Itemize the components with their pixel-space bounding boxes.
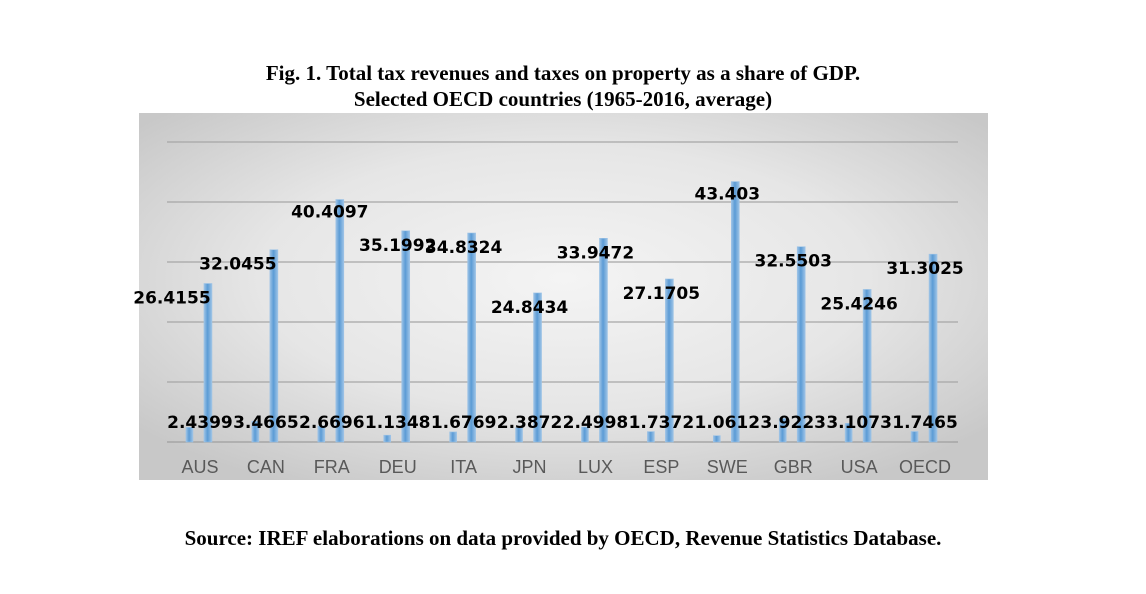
x-tick-usa: USA xyxy=(841,457,878,477)
bar-property-can xyxy=(251,420,260,443)
bar-total-esp xyxy=(665,278,674,443)
data-label-property-fra: 2.6696 xyxy=(299,413,365,433)
bar-total-fra xyxy=(335,199,345,443)
data-label-total-jpn: 24.8434 xyxy=(491,298,569,318)
bar-total-ita xyxy=(467,232,476,443)
data-label-property-deu: 1.1348 xyxy=(365,413,431,433)
bar-total-lux xyxy=(599,238,608,443)
bar-total-swe xyxy=(730,181,740,443)
data-label-total-fra: 40.4097 xyxy=(291,203,368,223)
bar-property-aus xyxy=(185,427,194,443)
bar-total-oecd xyxy=(928,253,938,443)
data-label-property-can: 3.4665 xyxy=(233,413,299,433)
x-tick-esp: ESP xyxy=(643,457,679,477)
data-label-total-esp: 27.1705 xyxy=(623,284,700,304)
data-label-property-jpn: 2.3872 xyxy=(497,413,563,433)
data-label-total-usa: 25.4246 xyxy=(820,294,897,314)
data-label-property-gbr: 3.9223 xyxy=(760,413,826,433)
bar-property-usa xyxy=(844,423,853,443)
bar-property-oecd xyxy=(910,431,919,443)
x-tick-lux: LUX xyxy=(578,457,613,477)
x-tick-oecd: OECD xyxy=(899,457,951,477)
x-tick-can: CAN xyxy=(247,457,285,477)
data-label-total-deu: 35.1992 xyxy=(359,236,436,256)
bar-property-esp xyxy=(647,431,655,443)
data-label-total-can: 32.0455 xyxy=(199,255,276,275)
data-label-total-lux: 33.9472 xyxy=(557,243,634,263)
bar-total-aus xyxy=(203,283,213,443)
x-tick-swe: SWE xyxy=(707,457,748,477)
bar-total-can xyxy=(269,249,279,443)
bar-property-ita xyxy=(449,431,457,443)
bar-property-lux xyxy=(581,426,589,443)
data-label-property-esp: 1.7372 xyxy=(629,413,695,433)
data-label-total-gbr: 32.5503 xyxy=(754,252,831,272)
bar-property-gbr xyxy=(778,418,787,443)
bar-property-swe xyxy=(712,435,721,443)
chart-title: Fig. 1. Total tax revenues and taxes on … xyxy=(0,60,1126,112)
x-tick-aus: AUS xyxy=(181,457,218,477)
bar-total-usa xyxy=(862,289,872,443)
bar-total-jpn xyxy=(533,292,542,443)
plot-area xyxy=(139,113,988,480)
chart-title-line-2: Selected OECD countries (1965-2016, aver… xyxy=(353,87,773,111)
x-tick-gbr: GBR xyxy=(774,457,813,477)
x-tick-ita: ITA xyxy=(450,457,477,477)
data-label-total-aus: 26.4155 xyxy=(133,289,210,309)
source-note: Source: IREF elaborations on data provid… xyxy=(184,526,942,550)
data-label-property-lux: 2.4998 xyxy=(563,413,629,433)
data-label-property-swe: 1.0612 xyxy=(694,413,760,433)
x-tick-deu: DEU xyxy=(379,457,417,477)
data-label-property-usa: 3.1073 xyxy=(826,413,892,433)
data-label-property-aus: 2.4399 xyxy=(167,413,233,433)
data-label-total-swe: 43.403 xyxy=(694,185,760,205)
chart-title-line-1: Fig. 1. Total tax revenues and taxes on … xyxy=(265,61,861,85)
bar-property-jpn xyxy=(515,427,523,443)
bar-property-fra xyxy=(317,425,326,443)
data-label-total-ita: 34.8324 xyxy=(425,238,503,258)
bar-total-gbr xyxy=(796,246,806,443)
data-label-property-oecd: 1.7465 xyxy=(892,413,958,433)
x-tick-jpn: JPN xyxy=(513,457,547,477)
bar-total-deu xyxy=(401,230,411,443)
data-label-total-oecd: 31.3025 xyxy=(886,259,963,279)
x-tick-fra: FRA xyxy=(314,457,350,477)
bar-property-deu xyxy=(383,434,392,443)
data-label-property-ita: 1.6769 xyxy=(431,413,497,433)
